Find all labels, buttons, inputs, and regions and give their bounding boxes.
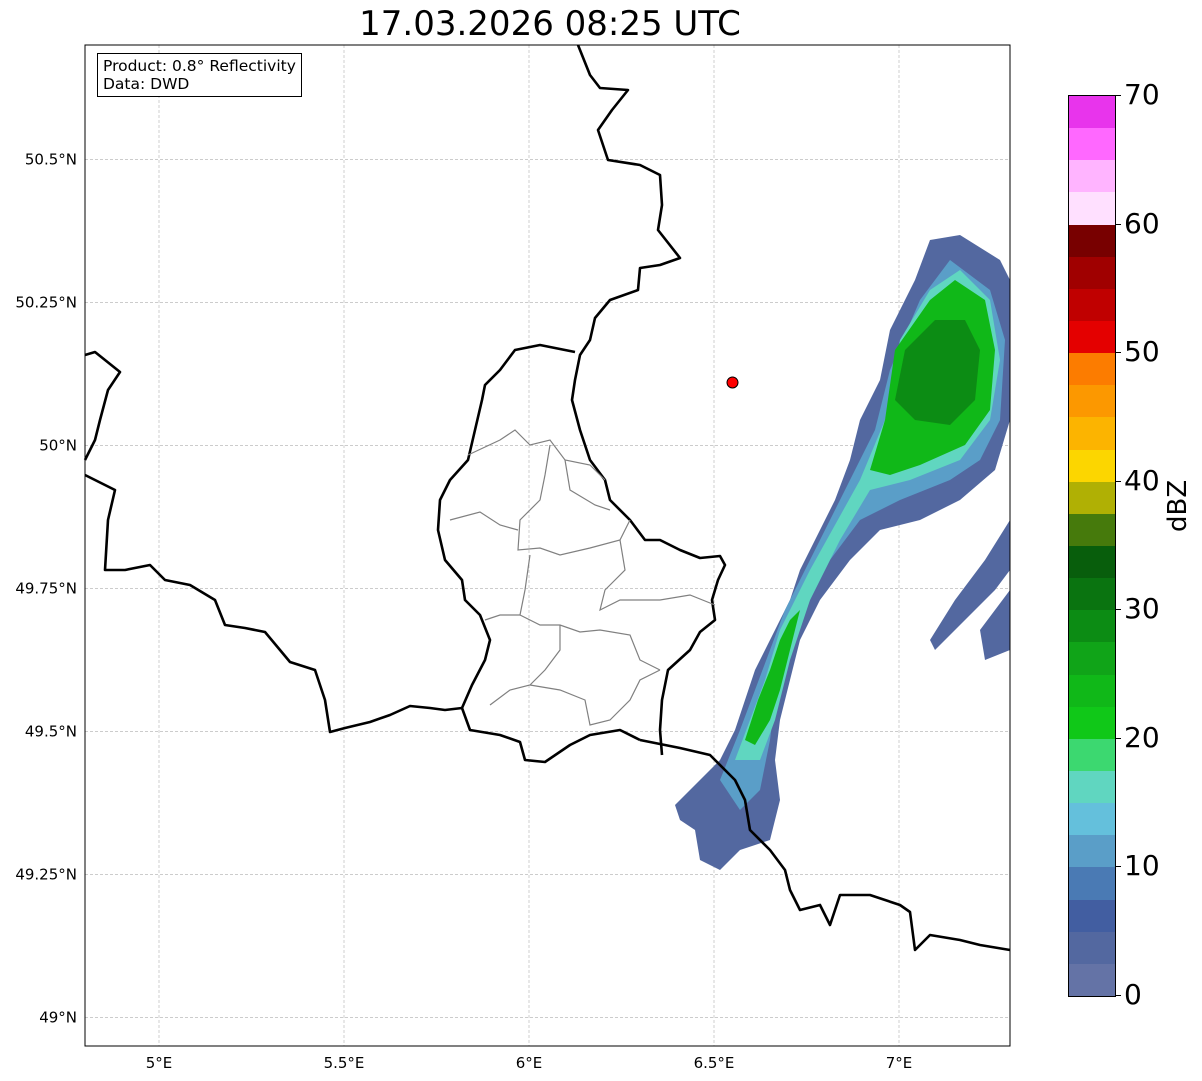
border-france-belgium xyxy=(84,473,463,734)
colorbar-tick-label: 20 xyxy=(1124,720,1160,754)
lon-tick-label: 7°E xyxy=(886,1054,913,1072)
colorbar-bin xyxy=(1069,192,1115,225)
echo-dark-core xyxy=(895,320,980,425)
colorbar-bin xyxy=(1069,128,1115,161)
lat-tick-label: 50.5°N xyxy=(25,150,77,168)
colorbar-bin xyxy=(1069,835,1115,868)
colorbar-bin xyxy=(1069,578,1115,611)
colorbar-tick-label: 0 xyxy=(1124,978,1142,1011)
lat-tick-label: 50°N xyxy=(39,436,77,454)
colorbar-tick-label: 50 xyxy=(1124,335,1160,369)
lon-tick-label: 6.5°E xyxy=(694,1054,735,1072)
colorbar xyxy=(1068,95,1116,997)
radar-site-marker xyxy=(726,376,739,389)
colorbar-label: dBZ xyxy=(1163,479,1193,532)
lon-tick-label: 5°E xyxy=(146,1054,173,1072)
colorbar-bin xyxy=(1069,867,1115,900)
colorbar-bin xyxy=(1069,803,1115,836)
colorbar-bin xyxy=(1069,513,1115,547)
border-luxembourg-west xyxy=(436,343,641,764)
colorbar-tick-label: 10 xyxy=(1124,849,1160,883)
lat-tick-label: 49.25°N xyxy=(15,865,77,883)
info-box: Product: 0.8° Reflectivity Data: DWD xyxy=(97,53,302,97)
colorbar-bin xyxy=(1069,96,1115,129)
map-title: 17.03.2026 08:25 UTC xyxy=(359,4,741,44)
colorbar-tick xyxy=(1115,995,1121,996)
radar-echoes xyxy=(675,235,1010,870)
colorbar-bin xyxy=(1069,417,1115,450)
colorbar-bin xyxy=(1069,899,1115,932)
colorbar-bin xyxy=(1069,546,1115,579)
colorbar-tick-label: 40 xyxy=(1124,463,1160,497)
canton-borders xyxy=(449,429,716,726)
colorbar-bin xyxy=(1069,160,1115,193)
lon-tick-label: 6°E xyxy=(516,1054,543,1072)
colorbar-bin xyxy=(1069,481,1115,514)
echo-green xyxy=(745,610,800,745)
colorbar-tick-label: 30 xyxy=(1124,592,1160,626)
product-label: Product: 0.8° Reflectivity xyxy=(103,57,296,75)
colorbar-bin xyxy=(1069,674,1115,707)
colorbar-bin xyxy=(1069,385,1115,418)
lat-tick-label: 49.5°N xyxy=(25,722,77,740)
colorbar-bin xyxy=(1069,931,1115,964)
data-source-label: Data: DWD xyxy=(103,75,190,93)
map-frame xyxy=(84,44,1011,1047)
lat-tick-label: 49°N xyxy=(39,1008,77,1026)
colorbar-bin xyxy=(1069,224,1115,257)
echo-east2 xyxy=(980,590,1010,660)
colorbar-tick xyxy=(1115,480,1121,482)
colorbar-bin xyxy=(1069,353,1115,386)
colorbar-tick xyxy=(1115,95,1121,96)
colorbar-tick-label: 60 xyxy=(1124,206,1160,240)
colorbar-bin xyxy=(1069,771,1115,804)
colorbar-tick xyxy=(1115,352,1121,354)
border-germany-france xyxy=(639,738,1011,952)
colorbar-bin xyxy=(1069,321,1115,354)
colorbar-tick xyxy=(1115,223,1121,225)
colorbar-tick xyxy=(1115,609,1121,611)
colorbar-bin xyxy=(1069,738,1115,772)
border-nw xyxy=(83,350,122,461)
colorbar-tick-label: 70 xyxy=(1124,78,1160,111)
colorbar-tick xyxy=(1115,866,1121,868)
colorbar-bin xyxy=(1069,610,1115,643)
border-germany-west xyxy=(570,44,727,756)
lat-tick-label: 50.25°N xyxy=(15,293,77,311)
borders xyxy=(83,44,1011,952)
colorbar-bin xyxy=(1069,706,1115,739)
echo-east xyxy=(930,520,1010,650)
gridlines xyxy=(85,45,1010,1046)
colorbar-tick xyxy=(1115,737,1121,739)
lat-tick-label: 49.75°N xyxy=(15,579,77,597)
colorbar-bin xyxy=(1069,449,1115,482)
colorbar-bin xyxy=(1069,256,1115,289)
lon-tick-label: 5.5°E xyxy=(324,1054,365,1072)
colorbar-bin xyxy=(1069,642,1115,675)
axis-ticks: 5°E 5.5°E 6°E 6.5°E 7°E 50.5°N 50.25°N 50°N 49.7… xyxy=(15,150,912,1072)
colorbar-bin xyxy=(1069,963,1115,996)
colorbar-bin xyxy=(1069,288,1115,322)
